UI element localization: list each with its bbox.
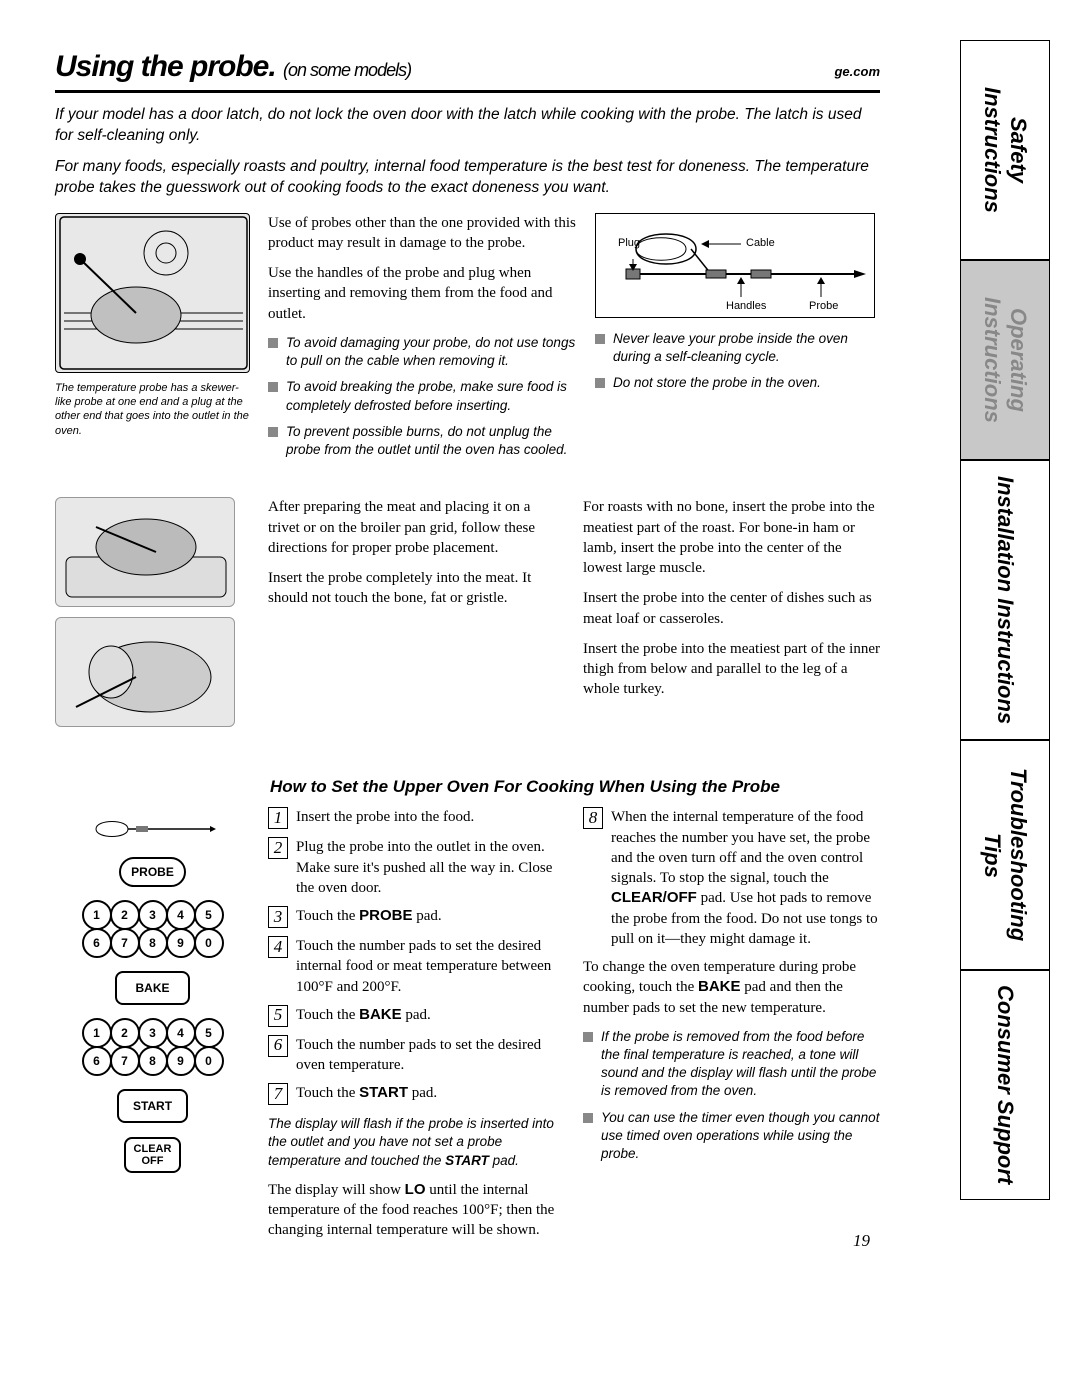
key-2b[interactable]: 2 <box>110 1018 140 1048</box>
probe-parts-diagram: Plug Cable Handles Probe <box>595 213 875 318</box>
page-number: 19 <box>853 1231 870 1251</box>
label-plug: Plug <box>618 236 640 251</box>
note-probe-removed: If the probe is removed from the food be… <box>583 1028 880 1101</box>
oven-interior-figure <box>55 213 250 373</box>
step-6-num: 6 <box>268 1035 288 1057</box>
label-cable: Cable <box>746 236 775 251</box>
key-5[interactable]: 5 <box>194 900 224 930</box>
control-panel-figure: PROBE 1 2 3 4 5 6 7 8 9 0 <box>55 807 250 1240</box>
step-7: Touch the START pad. <box>296 1083 565 1105</box>
key-0[interactable]: 0 <box>194 928 224 958</box>
intro-p1: If your model has a door latch, do not l… <box>55 105 880 147</box>
lo-display-note: The display will show LO until the inter… <box>268 1180 565 1241</box>
probe-care-col1: Use of probes other than the one provide… <box>268 213 577 468</box>
step-5: Touch the BAKE pad. <box>296 1005 565 1027</box>
oven-figure-caption: The temperature probe has a skewer-like … <box>55 381 250 438</box>
note-timer: You can use the timer even though you ca… <box>583 1109 880 1164</box>
use-handles: Use the handles of the probe and plug wh… <box>268 263 577 324</box>
turkey-figure <box>55 617 235 727</box>
key-2[interactable]: 2 <box>110 900 140 930</box>
key-3b[interactable]: 3 <box>138 1018 168 1048</box>
tip-defrost: To avoid breaking the probe, make sure f… <box>268 378 577 414</box>
key-1b[interactable]: 1 <box>82 1018 112 1048</box>
bake-pad[interactable]: BAKE <box>115 971 189 1005</box>
placement-col2: For roasts with no bone, insert the prob… <box>583 497 880 737</box>
tab-consumer-support[interactable]: Consumer Support <box>960 970 1050 1200</box>
steps-left-col: 1 Insert the probe into the food. 2 Plug t… <box>268 807 565 1240</box>
how-to-heading: How to Set the Upper Oven For Cooking Wh… <box>270 777 880 797</box>
title-sub: (on some models) <box>283 60 411 80</box>
step-6: Touch the number pads to set the desired… <box>296 1035 565 1076</box>
placement-intro: After preparing the meat and placing it … <box>268 497 565 558</box>
clear-off-pad[interactable]: CLEAR OFF <box>124 1137 182 1173</box>
step-1-num: 1 <box>268 807 288 829</box>
key-9[interactable]: 9 <box>166 928 196 958</box>
key-4[interactable]: 4 <box>166 900 196 930</box>
step-4: Touch the number pads to set the desired… <box>296 936 565 997</box>
probe-pad[interactable]: PROBE <box>119 857 186 887</box>
section-tabs-sidebar: Safety Instructions Operating Instructio… <box>960 40 1050 1340</box>
step-8-num: 8 <box>583 807 603 829</box>
intro-text: If your model has a door latch, do not l… <box>55 105 880 199</box>
steps-right-col: 8 When the internal temperature of the fo… <box>583 807 880 1240</box>
key-1[interactable]: 1 <box>82 900 112 930</box>
section-probe-basics: The temperature probe has a skewer-like … <box>55 213 880 468</box>
key-0b[interactable]: 0 <box>194 1046 224 1076</box>
tip-burns: To prevent possible burns, do not unplug… <box>268 423 577 459</box>
label-handles: Handles <box>726 299 766 314</box>
key-8[interactable]: 8 <box>138 928 168 958</box>
display-flash-note: The display will flash if the probe is i… <box>268 1115 565 1170</box>
tab-troubleshooting-tips[interactable]: Troubleshooting Tips <box>960 740 1050 970</box>
section-how-to-set: How to Set the Upper Oven For Cooking Wh… <box>55 777 880 1240</box>
placement-dishes: Insert the probe into the center of dish… <box>583 588 880 629</box>
key-3[interactable]: 3 <box>138 900 168 930</box>
page-header: Using the probe. (on some models) ge.com <box>55 50 880 93</box>
key-7[interactable]: 7 <box>110 928 140 958</box>
section-probe-placement: After preparing the meat and placing it … <box>55 497 880 737</box>
key-6b[interactable]: 6 <box>82 1046 112 1076</box>
start-pad[interactable]: START <box>117 1089 188 1123</box>
probe-wire-icon <box>88 815 218 843</box>
change-temp-note: To change the oven temperature during pr… <box>583 957 880 1018</box>
key-4b[interactable]: 4 <box>166 1018 196 1048</box>
clear-label: CLEAR <box>134 1143 172 1155</box>
probe-care-col2: Plug Cable Handles Probe Never leave you… <box>595 213 880 468</box>
placement-col1: After preparing the meat and placing it … <box>268 497 565 737</box>
key-8b[interactable]: 8 <box>138 1046 168 1076</box>
step-2: Plug the probe into the outlet in the ov… <box>296 837 565 898</box>
placement-roasts: For roasts with no bone, insert the prob… <box>583 497 880 578</box>
tip-self-clean: Never leave your probe inside the oven d… <box>595 330 880 366</box>
roast-on-pan-figure <box>55 497 235 607</box>
placement-insert: Insert the probe completely into the mea… <box>268 568 565 609</box>
label-probe: Probe <box>809 299 838 314</box>
key-5b[interactable]: 5 <box>194 1018 224 1048</box>
step-1: Insert the probe into the food. <box>296 807 565 829</box>
page-title: Using the probe. (on some models) <box>55 50 411 84</box>
step-3-num: 3 <box>268 906 288 928</box>
step-4-num: 4 <box>268 936 288 958</box>
key-6[interactable]: 6 <box>82 928 112 958</box>
step-3: Touch the PROBE pad. <box>296 906 565 928</box>
title-main: Using the probe. <box>55 50 276 83</box>
step-5-num: 5 <box>268 1005 288 1027</box>
tip-no-store: Do not store the probe in the oven. <box>595 374 880 392</box>
step-2-num: 2 <box>268 837 288 859</box>
step-8: When the internal temperature of the foo… <box>611 807 880 949</box>
off-label: OFF <box>141 1155 163 1167</box>
warn-other-probes: Use of probes other than the one provide… <box>268 213 577 254</box>
tip-no-tongs: To avoid damaging your probe, do not use… <box>268 334 577 370</box>
intro-p2: For many foods, especially roasts and po… <box>55 157 880 199</box>
tab-safety-instructions[interactable]: Safety Instructions <box>960 40 1050 260</box>
website-link[interactable]: ge.com <box>834 64 880 79</box>
placement-turkey: Insert the probe into the meatiest part … <box>583 639 880 700</box>
number-keypad-2: 1 2 3 4 5 6 7 8 9 0 <box>83 1019 223 1075</box>
key-9b[interactable]: 9 <box>166 1046 196 1076</box>
tab-operating-instructions[interactable]: Operating Instructions <box>960 260 1050 460</box>
key-7b[interactable]: 7 <box>110 1046 140 1076</box>
tab-installation-instructions[interactable]: Installation Instructions <box>960 460 1050 740</box>
number-keypad-1: 1 2 3 4 5 6 7 8 9 0 <box>83 901 223 957</box>
step-7-num: 7 <box>268 1083 288 1105</box>
